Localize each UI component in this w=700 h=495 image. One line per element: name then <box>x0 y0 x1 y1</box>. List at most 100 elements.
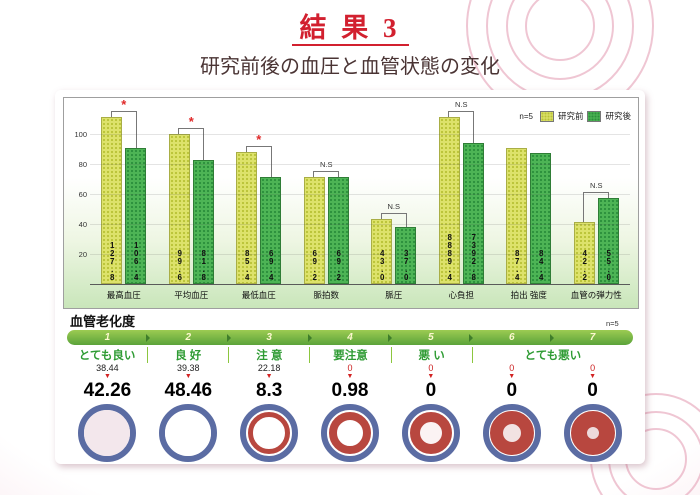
category-label: 血管の弾力性 <box>570 290 622 300</box>
bar-group: 43.0 37.0 N.S 脈圧 <box>360 112 428 300</box>
vessel-diagram <box>563 404 622 462</box>
vessel-diagram <box>78 404 137 462</box>
bar-pair: 99.6 81.8 <box>158 134 226 284</box>
down-arrow-icon: ▼ <box>346 373 354 380</box>
bar-value-label: 84.4 <box>536 249 546 281</box>
significance-bracket <box>178 128 205 160</box>
scale-label-cell: 悪 い <box>392 347 473 363</box>
bracket-drop-left <box>110 112 112 117</box>
bracket-drop-right <box>473 112 475 143</box>
bracket-drop-right <box>338 172 340 177</box>
bar-value-label: 87.4 <box>512 249 522 281</box>
y-tick-label: 100 <box>74 130 87 139</box>
scale-label-cell: 注 意 <box>229 347 311 363</box>
scale-label-cell: 要注意 <box>310 347 392 363</box>
significance-bracket <box>313 171 340 177</box>
down-arrow-icon: ▼ <box>265 373 273 380</box>
bar-value-label: 8889.4 <box>445 233 455 281</box>
gridline <box>90 164 630 165</box>
bar-value-label: 127.8 <box>107 241 117 281</box>
bar-value-label: 55.0 <box>604 249 614 281</box>
bar-group: 8889.4 7392.8 N.S 心負担 <box>428 101 496 300</box>
down-arrow-icon: ▼ <box>427 373 435 380</box>
category-label: 脈圧 <box>385 290 403 300</box>
bar-value-label: 69.2 <box>310 249 320 281</box>
legend-swatch-after-icon <box>587 110 602 122</box>
circle-decoration <box>525 0 595 61</box>
bar-value-label: 69.4 <box>266 249 276 281</box>
bracket-drop-right <box>608 193 610 198</box>
previous-value: 38.44 <box>96 363 119 373</box>
bar-before: 99.6 <box>168 134 190 284</box>
vessel-inner-ring <box>570 411 615 455</box>
bracket-drop-left <box>245 147 247 152</box>
bar-before: 87.4 <box>506 148 528 284</box>
scale-number-cell: 4 <box>310 330 393 345</box>
aging-sample-size: n=5 <box>606 319 619 328</box>
x-axis-line <box>90 284 630 285</box>
gridline <box>90 134 630 135</box>
chevron-right-icon <box>550 333 555 342</box>
chevron-right-icon <box>226 333 231 342</box>
sample-size-label: n=5 <box>519 111 533 121</box>
bar-after: 84.4 <box>530 153 552 284</box>
bar-pair: 127.8 106.4 <box>90 117 158 284</box>
gridline <box>90 224 630 225</box>
slide-subtitle: 研究前後の血圧と血管状態の変化 <box>200 56 500 78</box>
bracket-drop-right <box>203 129 205 160</box>
current-value: 42.26 <box>83 380 132 401</box>
bar-pair: 8889.4 7392.8 <box>428 117 496 284</box>
significance-label: N.S <box>387 202 400 211</box>
vessel-diagram <box>159 404 218 462</box>
bracket-drop-right <box>405 214 407 227</box>
bar-group: 85.4 69.4 * 最低血圧 <box>225 112 293 300</box>
bar-after: 106.4 <box>125 148 147 284</box>
bar-value-label: 7392.8 <box>469 233 479 281</box>
previous-value: 0 <box>590 363 596 373</box>
bar-pair: 43.0 37.0 <box>360 219 428 284</box>
category-label: 脈拍数 <box>313 290 339 300</box>
category-label: 拍出 強度 <box>510 290 547 300</box>
significance-bracket <box>448 111 475 143</box>
previous-value: 0 <box>509 363 515 373</box>
bar-pair: 69.2 69.2 <box>293 177 361 284</box>
y-tick-label: 60 <box>78 190 87 199</box>
bar-group: 99.6 81.8 * 平均血圧 <box>158 112 226 300</box>
significance-label: * <box>256 132 262 147</box>
bar-value-label: 42.2 <box>580 249 590 281</box>
scale-number-cell: 3 <box>229 330 312 345</box>
current-value: 8.3 <box>255 380 283 401</box>
category-label: 心負担 <box>448 290 474 300</box>
previous-value: 22.18 <box>257 363 281 373</box>
scale-number-cell: 7 <box>589 332 596 343</box>
aging-column: 38.44 ▼ 42.26 <box>67 363 148 462</box>
aging-column: 0 ▼ 0.98 <box>310 363 391 462</box>
significance-bracket <box>110 111 137 148</box>
vessel-inner-ring <box>248 412 291 454</box>
bracket-drop-right <box>135 112 137 148</box>
bracket-drop-left <box>313 172 315 177</box>
bar-value-label: 43.0 <box>377 249 387 281</box>
bar-group: 69.2 69.2 N.S 脈拍数 <box>293 112 361 300</box>
current-value: 0 <box>587 380 598 401</box>
bar-after: 81.8 <box>192 160 214 284</box>
vessel-inner-ring <box>84 410 131 456</box>
bar-value-label: 37.0 <box>401 249 411 281</box>
chart-legend: n=5 研究前 研究後 <box>519 110 631 122</box>
bar-before: 85.4 <box>236 152 258 284</box>
significance-bracket <box>380 213 407 227</box>
bar-before: 43.0 <box>371 219 393 284</box>
scale-number-cell: 1 <box>67 330 150 345</box>
bar-pair: 87.4 84.4 <box>495 148 563 284</box>
chevron-right-icon <box>388 333 393 342</box>
significance-bracket <box>245 146 272 177</box>
aging-column: 22.18 ▼ 8.3 <box>229 363 310 462</box>
current-value: 0 <box>425 380 437 401</box>
bar-before: 69.2 <box>303 177 325 284</box>
previous-value: 0 <box>428 363 434 373</box>
y-tick-label: 20 <box>78 250 87 259</box>
bar-group: 127.8 106.4 * 最高血圧 <box>90 98 158 300</box>
current-value: 0.98 <box>331 380 369 401</box>
vessel-inner-ring <box>409 412 452 454</box>
